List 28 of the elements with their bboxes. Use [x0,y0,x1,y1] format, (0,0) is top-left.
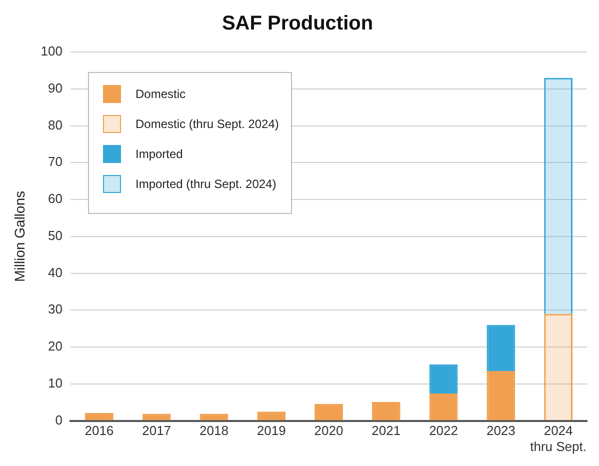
x-tick-label: 2021 [372,423,401,438]
legend-label: Domestic (thru Sept. 2024) [135,117,279,131]
x-tick-label: 2024 thru Sept. [530,423,586,454]
y-tick-label: 90 [48,80,62,96]
y-tick-label: 20 [48,338,62,354]
y-tick-label: 0 [55,412,62,428]
y-tick-label: 10 [48,376,62,390]
y-tick-label: 70 [48,154,62,170]
bar [544,314,573,420]
legend-label: Imported (thru Sept. 2024) [135,177,276,191]
legend-label: Imported [135,147,183,161]
x-tick-label: 2020 [314,423,344,438]
chart-title: SAF Production [222,12,374,35]
y-tick-label: 80 [48,117,62,132]
y-axis-title: Million Gallons [11,190,28,282]
y-tick-label: 50 [48,228,62,243]
x-tick-label: 2017 [142,423,172,438]
y-tick-label: 40 [48,264,62,280]
x-tick-label: 2019 [256,423,286,438]
legend-label: Domestic [135,87,186,101]
x-tick-label: 2018 [200,423,228,438]
y-tick-label: 60 [48,191,62,206]
bar [544,78,573,314]
x-tick-label: 2016 [84,423,114,438]
x-tick-label: 2023 [486,423,516,438]
x-tick-label: 2022 [429,423,458,438]
y-tick-label: 30 [48,302,62,317]
y-tick-label: 100 [40,44,62,59]
